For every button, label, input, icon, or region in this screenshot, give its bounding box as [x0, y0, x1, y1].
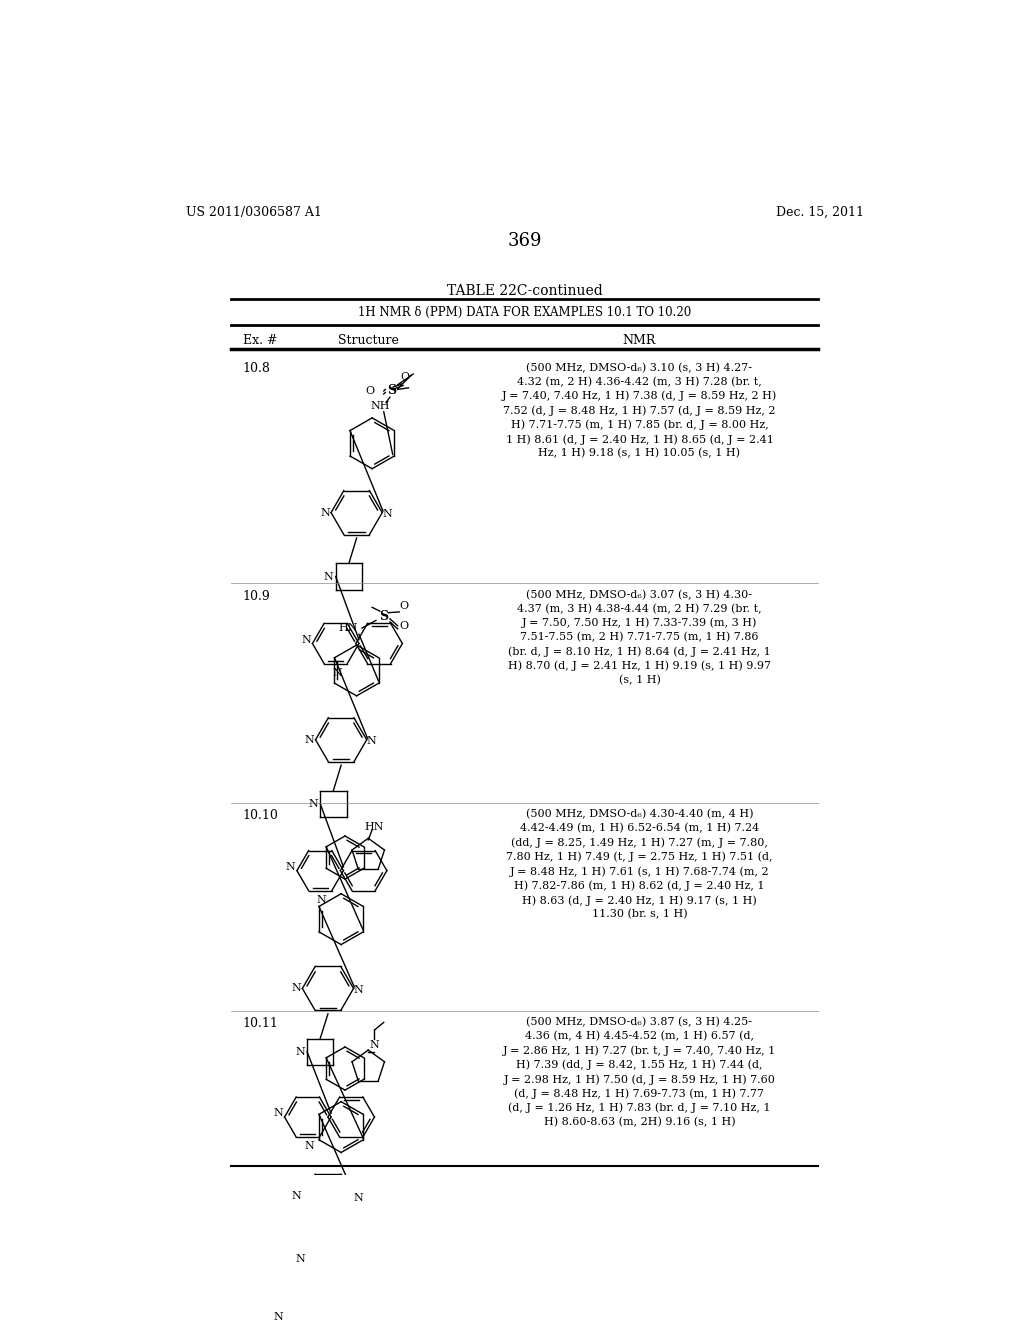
Text: N: N: [273, 1109, 284, 1118]
Text: HN: HN: [365, 822, 384, 832]
Text: N: N: [370, 1040, 379, 1051]
Text: N: N: [316, 895, 327, 906]
Text: (500 MHz, DMSO-d₆) 4.30-4.40 (m, 4 H)
4.42-4.49 (m, 1 H) 6.52-6.54 (m, 1 H) 7.24: (500 MHz, DMSO-d₆) 4.30-4.40 (m, 4 H) 4.…: [506, 809, 773, 920]
Text: N: N: [304, 735, 314, 744]
Text: 1H NMR δ (PPM) DATA FOR EXAMPLES 10.1 TO 10.20: 1H NMR δ (PPM) DATA FOR EXAMPLES 10.1 TO…: [358, 306, 691, 319]
Text: 10.10: 10.10: [243, 809, 279, 822]
Text: O: O: [400, 372, 410, 381]
Text: 10.9: 10.9: [243, 590, 270, 603]
Text: 10.11: 10.11: [243, 1016, 279, 1030]
Text: N: N: [301, 635, 311, 644]
Text: S: S: [379, 610, 388, 623]
Text: O: O: [366, 385, 375, 396]
Text: (500 MHz, DMSO-d₆) 3.10 (s, 3 H) 4.27-
4.32 (m, 2 H) 4.36-4.42 (m, 3 H) 7.28 (br: (500 MHz, DMSO-d₆) 3.10 (s, 3 H) 4.27- 4…: [502, 363, 777, 458]
Text: N: N: [353, 1193, 364, 1203]
Text: N: N: [291, 983, 301, 994]
Text: O: O: [399, 601, 409, 611]
Text: N: N: [286, 862, 296, 871]
Text: Ex. #: Ex. #: [243, 334, 278, 347]
Text: N: N: [295, 1047, 305, 1056]
Text: NH: NH: [370, 401, 389, 412]
Text: US 2011/0306587 A1: US 2011/0306587 A1: [186, 206, 322, 219]
Text: 10.8: 10.8: [243, 363, 270, 375]
Text: N: N: [333, 668, 342, 677]
Text: Dec. 15, 2011: Dec. 15, 2011: [776, 206, 864, 219]
Text: N: N: [324, 572, 334, 582]
Text: N: N: [304, 1142, 314, 1151]
Text: S: S: [387, 384, 396, 397]
Text: HN: HN: [339, 623, 358, 634]
Text: N: N: [295, 1254, 305, 1265]
Text: N: N: [273, 1312, 284, 1320]
Text: N: N: [291, 1192, 301, 1201]
Text: (500 MHz, DMSO-d₆) 3.87 (s, 3 H) 4.25-
4.36 (m, 4 H) 4.45-4.52 (m, 1 H) 6.57 (d,: (500 MHz, DMSO-d₆) 3.87 (s, 3 H) 4.25- 4…: [503, 1016, 776, 1127]
Text: N: N: [319, 508, 330, 517]
Text: Structure: Structure: [338, 334, 398, 347]
Text: O: O: [399, 620, 409, 631]
Text: 369: 369: [508, 231, 542, 249]
Text: N: N: [382, 510, 392, 519]
Text: N: N: [353, 985, 364, 995]
Text: TABLE 22C-continued: TABLE 22C-continued: [446, 284, 603, 298]
Text: (500 MHz, DMSO-d₆) 3.07 (s, 3 H) 4.30-
4.37 (m, 3 H) 4.38-4.44 (m, 2 H) 7.29 (br: (500 MHz, DMSO-d₆) 3.07 (s, 3 H) 4.30- 4…: [508, 590, 771, 685]
Text: N: N: [308, 799, 318, 809]
Text: N: N: [367, 737, 376, 746]
Text: NMR: NMR: [623, 334, 656, 347]
